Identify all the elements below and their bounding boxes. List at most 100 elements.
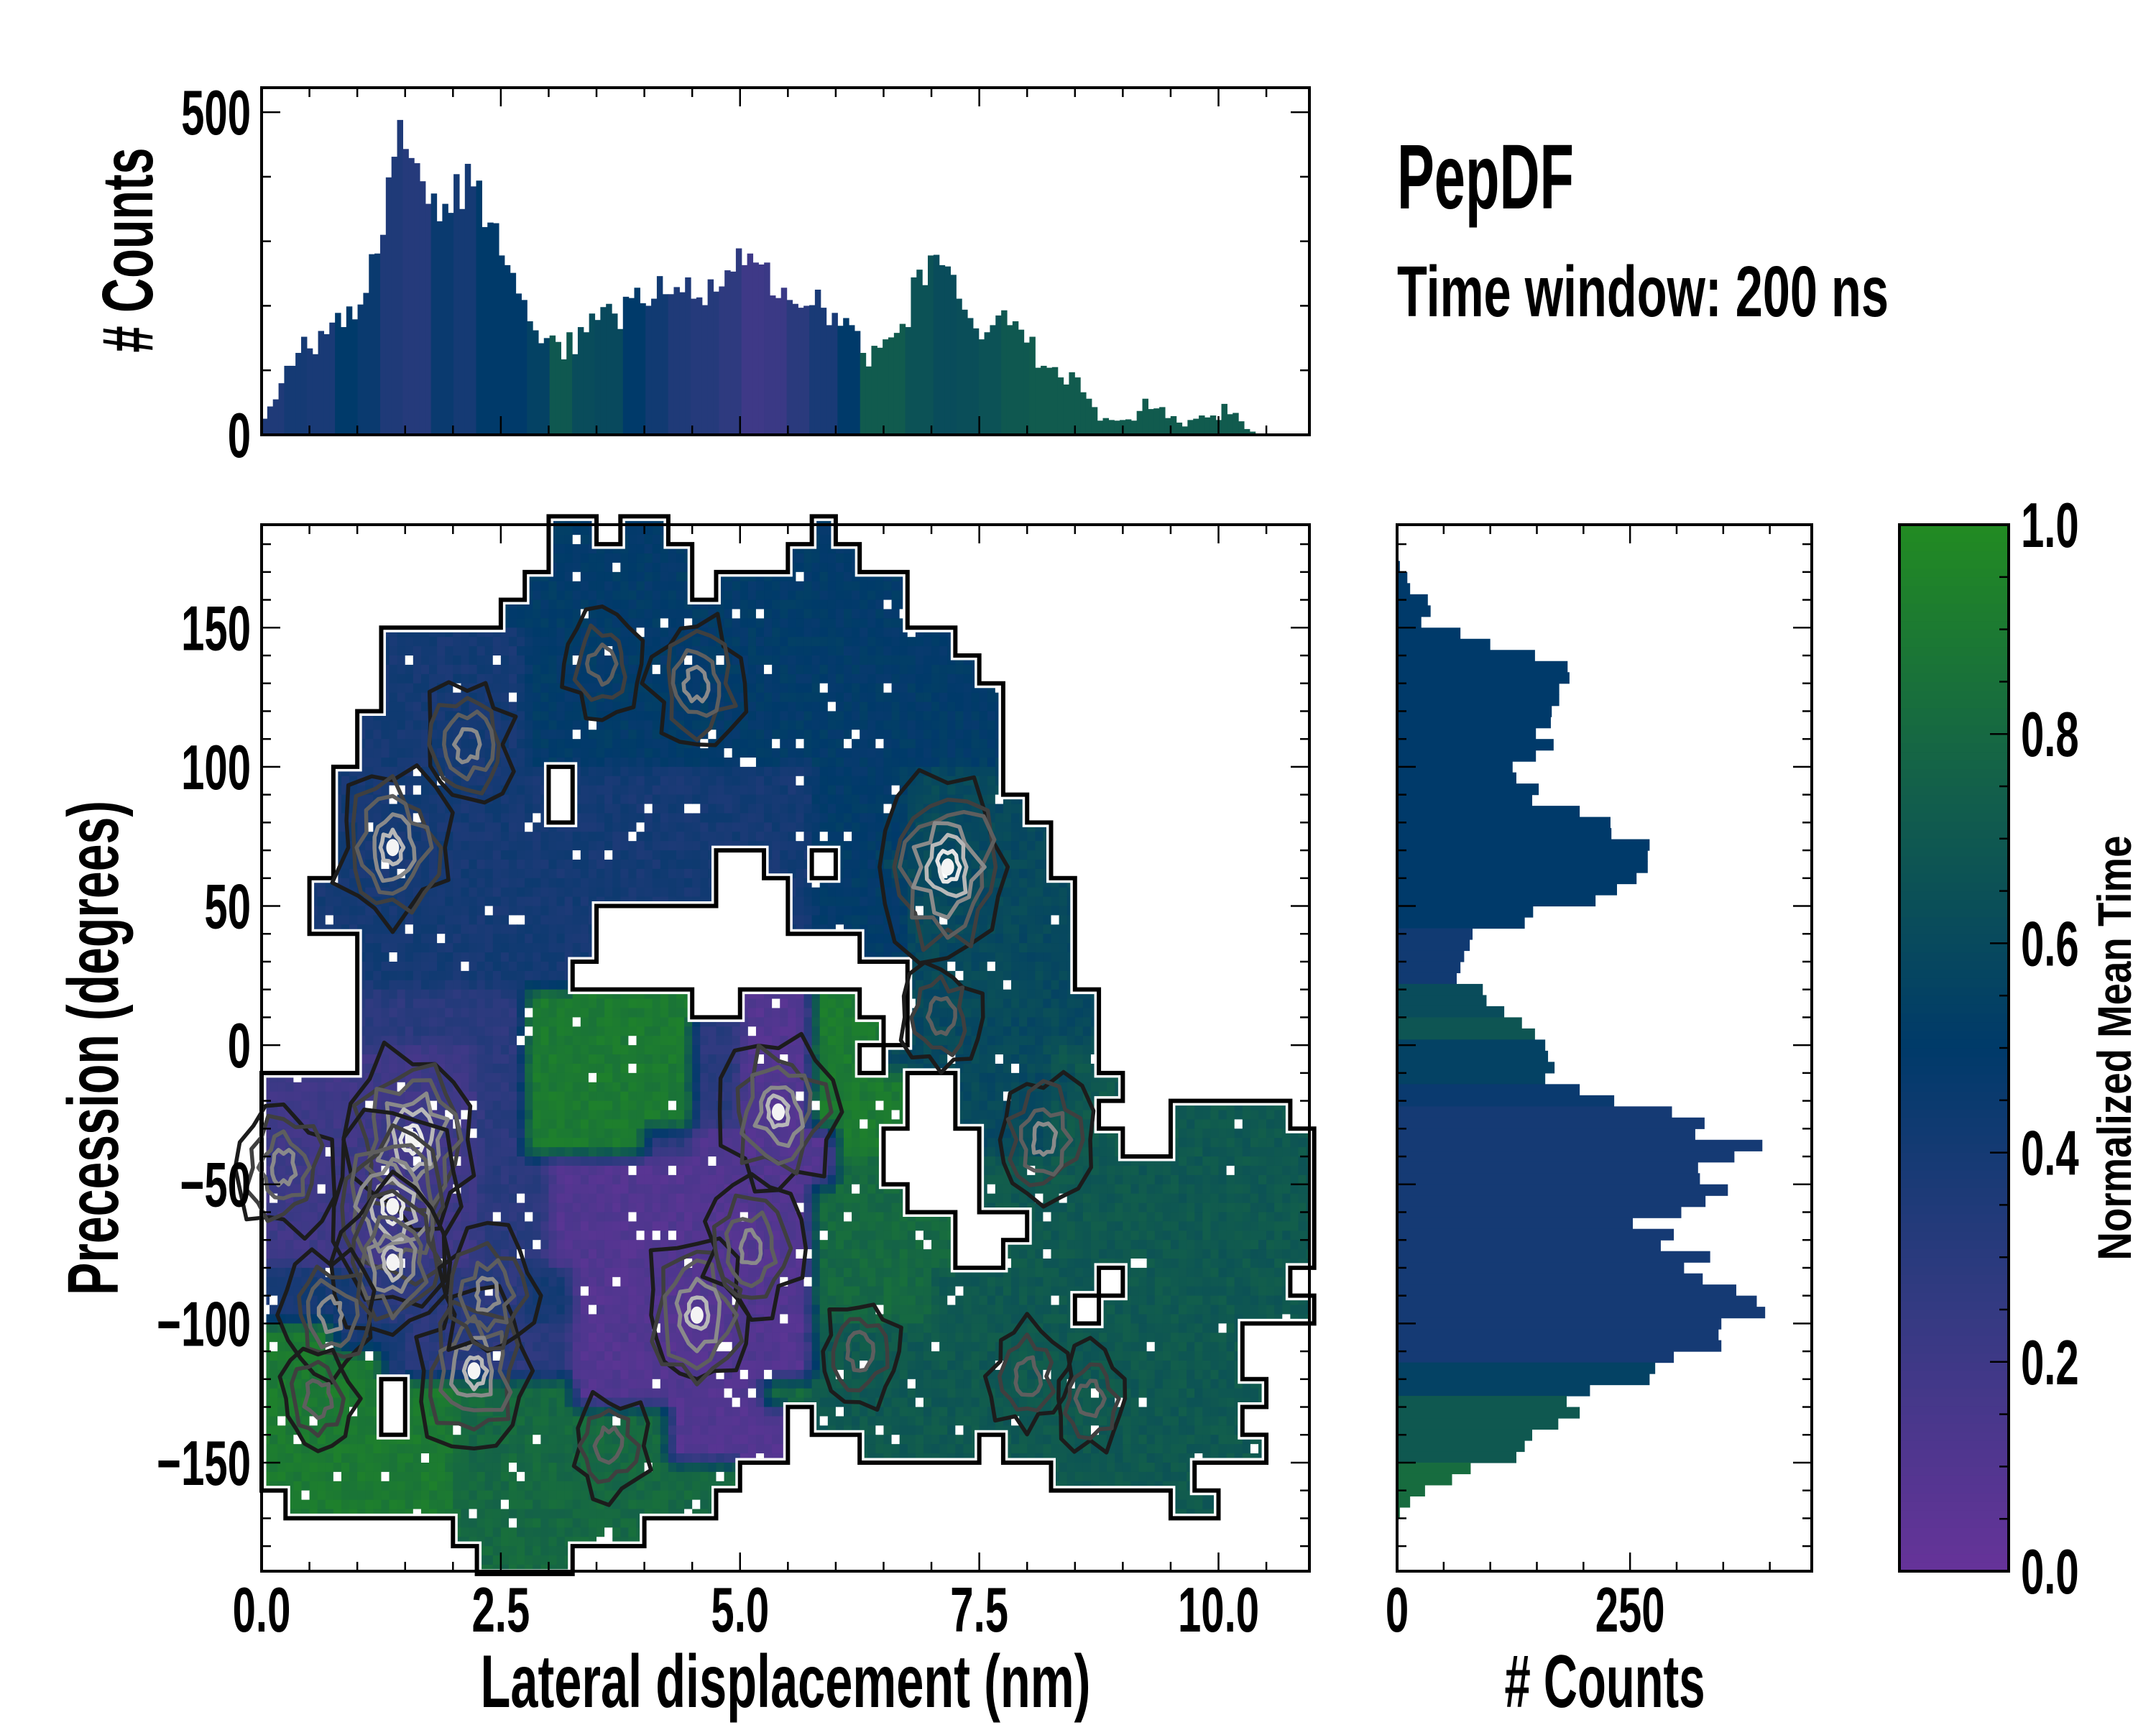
heatmap-cell — [420, 804, 430, 814]
heatmap-cell — [971, 906, 980, 916]
heatmap-cell — [413, 1008, 422, 1018]
heatmap-cell — [556, 934, 566, 944]
heatmap-cell — [1035, 1017, 1044, 1027]
heatmap-cell — [827, 544, 837, 554]
right-hist-bar — [1397, 1317, 1722, 1330]
heatmap-cell — [476, 906, 486, 916]
heatmap-cell — [612, 748, 621, 758]
heatmap-cell — [1059, 998, 1068, 1008]
heatmap-cell — [540, 859, 549, 870]
heatmap-cell — [620, 1045, 629, 1055]
heatmap-cell — [772, 1036, 780, 1046]
heatmap-cell — [803, 739, 813, 749]
heatmap-cell — [708, 757, 717, 768]
heatmap-cell — [835, 1063, 844, 1074]
heatmap-cell — [660, 656, 669, 666]
heatmap-cell — [907, 702, 916, 712]
heatmap-cell — [1059, 980, 1068, 990]
heatmap-cell — [652, 785, 661, 796]
heatmap-cell — [548, 924, 558, 934]
heatmap-cell — [469, 720, 478, 730]
top-hist-bar — [622, 296, 630, 435]
heatmap-cell — [844, 664, 852, 675]
top-hist-bar — [335, 313, 341, 435]
heatmap-cell — [676, 581, 685, 592]
heatmap-cell — [652, 581, 661, 592]
heatmap-cell — [987, 1036, 996, 1046]
heatmap-cell — [907, 627, 916, 638]
top-hist-bar — [995, 315, 1002, 435]
heatmap-cell — [803, 776, 813, 786]
heatmap-cell — [676, 785, 685, 796]
heatmap-cell — [636, 859, 645, 870]
heatmap-cell — [461, 952, 469, 962]
heatmap-cell — [875, 794, 884, 805]
heatmap-cell — [628, 748, 637, 758]
heatmap-cell — [389, 1026, 398, 1036]
heatmap-cell — [803, 804, 813, 814]
heatmap-cell — [668, 813, 677, 823]
heatmap-cell — [564, 841, 573, 851]
heatmap-cell — [883, 896, 893, 907]
heatmap-cell — [827, 571, 837, 582]
right-hist-bar — [1397, 1184, 1728, 1196]
heatmap-cell — [420, 906, 430, 916]
heatmap-cell — [636, 1110, 645, 1120]
heatmap-cell — [668, 887, 677, 898]
heatmap-cell — [612, 859, 621, 870]
heatmap-cell — [397, 859, 406, 870]
heatmap-cell — [397, 998, 406, 1008]
heatmap-cell — [803, 627, 813, 638]
heatmap-cell — [883, 656, 893, 666]
heatmap-cell — [700, 1017, 709, 1027]
heatmap-cell — [397, 822, 406, 832]
heatmap-cell — [461, 627, 469, 638]
heatmap-cell — [405, 702, 414, 712]
heatmap-cell — [803, 915, 813, 925]
heatmap-cell — [827, 822, 837, 832]
heatmap-cell — [612, 1054, 621, 1064]
heatmap-cell — [612, 664, 621, 675]
heatmap-cell — [596, 1017, 605, 1027]
heatmap-cell — [788, 832, 796, 842]
heatmap-cell — [1019, 1036, 1028, 1046]
heatmap-cell — [668, 989, 677, 1000]
heatmap-cell — [453, 924, 461, 934]
heatmap-cell — [405, 748, 414, 758]
heatmap-cell — [931, 673, 940, 684]
right-hist-bar — [1397, 1017, 1522, 1029]
heatmap-cell — [484, 730, 494, 740]
heatmap-cell — [628, 859, 637, 870]
heatmap-cell — [971, 878, 980, 888]
heatmap-cell — [556, 878, 566, 888]
heatmap-cell — [357, 868, 366, 879]
heatmap-cell — [620, 1036, 629, 1046]
heatmap-cell — [636, 553, 645, 564]
heatmap-cell — [955, 915, 964, 925]
heatmap-cell — [413, 915, 422, 925]
heatmap-cell — [899, 637, 908, 647]
heatmap-cell — [405, 757, 414, 768]
heatmap-cell — [772, 702, 780, 712]
heatmap-cell — [875, 1072, 884, 1083]
heatmap-cell — [588, 785, 597, 796]
heatmap-cell — [397, 989, 406, 1000]
heatmap-cell — [548, 683, 558, 694]
heatmap-cell — [476, 1091, 486, 1102]
heatmap-cell — [620, 989, 629, 1000]
heatmap-cell — [525, 980, 533, 990]
heatmap-cell — [389, 822, 398, 832]
heatmap-cell — [852, 887, 860, 898]
heatmap-cell — [500, 822, 510, 832]
heatmap-cell — [971, 989, 980, 1000]
heatmap-cell — [844, 1100, 852, 1110]
heatmap-cell — [517, 766, 525, 777]
heatmap-cell — [827, 1082, 837, 1092]
heatmap-cell — [860, 822, 868, 832]
heatmap-cell — [373, 748, 382, 758]
heatmap-cell — [1011, 794, 1020, 805]
heatmap-cell — [381, 785, 390, 796]
heatmap-cell — [508, 692, 517, 703]
heatmap-cell — [492, 970, 502, 981]
right-hist-bar — [1397, 1329, 1719, 1341]
